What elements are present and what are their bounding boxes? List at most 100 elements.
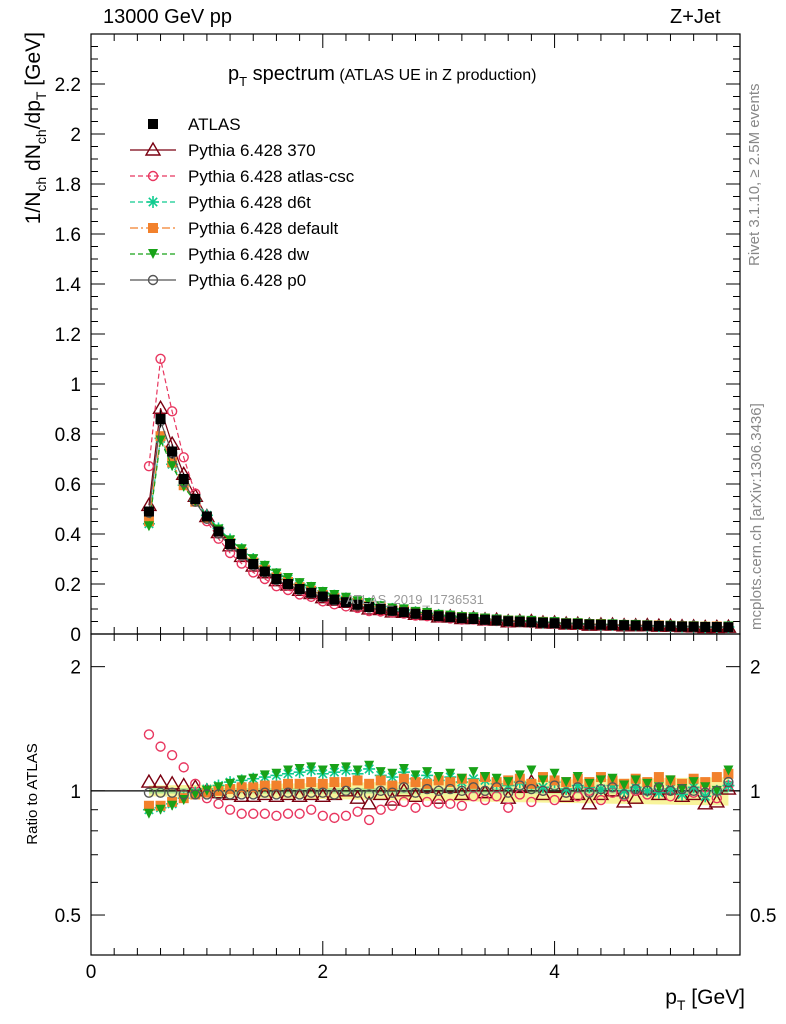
ratio-point-pythia-6-428-dw [630,775,641,786]
ratio-point-pythia-6-428-dw [398,763,409,774]
ratio-point-pythia-6-428-p0 [560,787,572,798]
ratio-point-pythia-6-428-p0 [445,783,456,795]
ratio-point-pythia-6-428-atlas-csc [317,810,328,821]
ratio-point-pythia-6-428-p0 [224,789,236,800]
ratio-point-pythia-6-428-dw [619,780,630,791]
ratio-point-pythia-6-428-p0 [572,782,583,793]
y-tick-label: 1.8 [55,175,81,196]
ratio-point-pythia-6-428-370 [476,784,494,799]
ratio-point-pythia-6-428-370 [245,787,262,803]
series-point-pythia-6-428-atlas-csc [236,558,247,569]
ratio-point-pythia-6-428-370 [615,793,633,808]
series-point-pythia-6-428-dw [143,521,154,532]
ratio-point-pythia-6-428-p0 [317,787,328,798]
ratio-point-pythia-6-428-dw [607,773,618,784]
legend-marker-atlas [148,119,158,129]
ratio-point-pythia-6-428-dw [271,768,282,779]
ratio-point-pythia-6-428-p0 [618,789,630,800]
ratio-point-pythia-6-428-dw [665,775,676,786]
ratio-point-pythia-6-428-default [306,777,317,788]
ratio-point-pythia-6-428-default [259,780,270,791]
legend-marker-pythia-6-428-dw [148,249,158,259]
ratio-point-pythia-6-428-atlas-csc [271,810,282,821]
ratio-point-pythia-6-428-default [236,782,247,793]
ratio-axis-label: Ratio to ATLAS [24,743,41,844]
ratio-point-pythia-6-428-p0 [526,783,537,795]
ratio-point-pythia-6-428-370 [627,789,644,804]
ratio-point-pythia-6-428-dw [503,777,514,788]
legend: ATLAS Pythia 6.428 370 Pythia 6.428 atlas-… [130,115,355,290]
ratio-point-pythia-6-428-370 [268,787,285,803]
ratio-point-pythia-6-428-default [526,778,537,789]
ratio-point-pythia-6-428-dw [526,765,537,776]
ratio-point-pythia-6-428-p0 [155,787,166,798]
ratio-point-pythia-6-428-dw [700,782,711,793]
ratio-point-pythia-6-428-default [364,778,375,789]
ratio-point-pythia-6-428-d6t [699,790,712,803]
ratio-point-pythia-6-428-370 [152,773,169,788]
ratio-point-pythia-6-428-dw [468,767,479,778]
ratio-point-pythia-6-428-dw [711,785,722,796]
ratio-point-pythia-6-428-atlas-csc [282,808,294,819]
ratio-point-pythia-6-428-atlas-csc [213,798,224,810]
series-point-pythia-6-428-dw [259,560,270,571]
series-point-pythia-6-428-dw [271,568,282,579]
ratio-tick-label-right: 1 [750,782,761,803]
ratio-point-pythia-6-428-p0 [479,785,491,797]
ratio-point-pythia-6-428-dw [491,773,502,784]
ratio-point-pythia-6-428-dw [387,768,398,779]
y-axis-label: 1/Nch dNch/dpT [GeV] [22,32,49,224]
series-point-pythia-6-428-dw [167,461,178,472]
ratio-point-pythia-6-428-dw [283,765,294,776]
ratio-point-pythia-6-428-370 [650,786,668,801]
ratio-point-pythia-6-428-370 [360,795,378,810]
ratio-point-pythia-6-428-atlas-csc [178,762,189,773]
ratio-point-pythia-6-428-dw [329,763,340,774]
ratio-point-pythia-6-428-atlas-csc [387,800,398,811]
x-tick-label: 4 [549,962,560,983]
series-point-pythia-6-428-atlas-csc [178,452,189,463]
ratio-point-pythia-6-428-atlas-csc [503,802,514,813]
x-tick-label: 0 [86,962,97,983]
ratio-tick-label: 1 [70,782,81,803]
legend-label-pythia-6-428-dw: Pythia 6.428 dw [188,245,310,264]
ratio-point-pythia-6-428-p0 [340,785,352,797]
ratio-point-pythia-6-428-p0 [676,783,688,795]
ratio-point-pythia-6-428-p0 [201,789,213,800]
ratio-point-pythia-6-428-atlas-csc [398,796,410,808]
ratio-point-pythia-6-428-default [445,777,456,788]
ratio-point-pythia-6-428-atlas-csc [526,796,537,808]
ratio-point-pythia-6-428-dw [190,789,201,800]
ratio-point-pythia-6-428-dw [480,772,491,783]
legend-marker-pythia-6-428-370 [144,141,162,156]
ratio-point-pythia-6-428-dw [584,778,595,789]
legend-label-pythia-6-428-370: Pythia 6.428 370 [188,141,316,160]
chart-title: pT spectrum (ATLAS UE in Z production) [228,63,536,89]
ratio-point-pythia-6-428-p0 [387,787,398,798]
y-tick-label: 1 [70,375,81,396]
ratio-point-pythia-6-428-default [248,782,259,793]
ratio-point-pythia-6-428-dw [236,775,247,786]
ratio-point-pythia-6-428-p0 [352,787,363,798]
ratio-point-pythia-6-428-p0 [398,782,410,793]
y-tick-label: 1.2 [55,325,81,346]
ratio-point-pythia-6-428-p0 [584,787,595,798]
ratio-point-pythia-6-428-dw [375,767,386,778]
ratio-point-pythia-6-428-atlas-csc [259,808,271,819]
ratio-point-pythia-6-428-atlas-csc [155,741,166,752]
ratio-point-pythia-6-428-atlas-csc [549,794,560,806]
series-point-pythia-6-428-dw [283,573,294,583]
ratio-point-pythia-6-428-dw [549,768,560,779]
ratio-point-pythia-6-428-370 [673,787,691,803]
ratio-point-pythia-6-428-p0 [166,787,178,798]
legend-marker-pythia-6-428-d6t [147,196,159,208]
series-point-pythia-6-428-dw [306,581,317,592]
ratio-point-pythia-6-428-p0 [363,789,375,800]
ratio-point-pythia-6-428-p0 [271,789,282,800]
ratio-point-pythia-6-428-default [283,778,294,789]
ratio-point-pythia-6-428-atlas-csc [421,796,433,808]
ratio-point-pythia-6-428-dw [723,765,734,776]
ratio-point-pythia-6-428-dw [201,785,212,796]
y-tick-label: 2 [70,125,81,146]
ratio-point-pythia-6-428-dw [514,770,525,781]
